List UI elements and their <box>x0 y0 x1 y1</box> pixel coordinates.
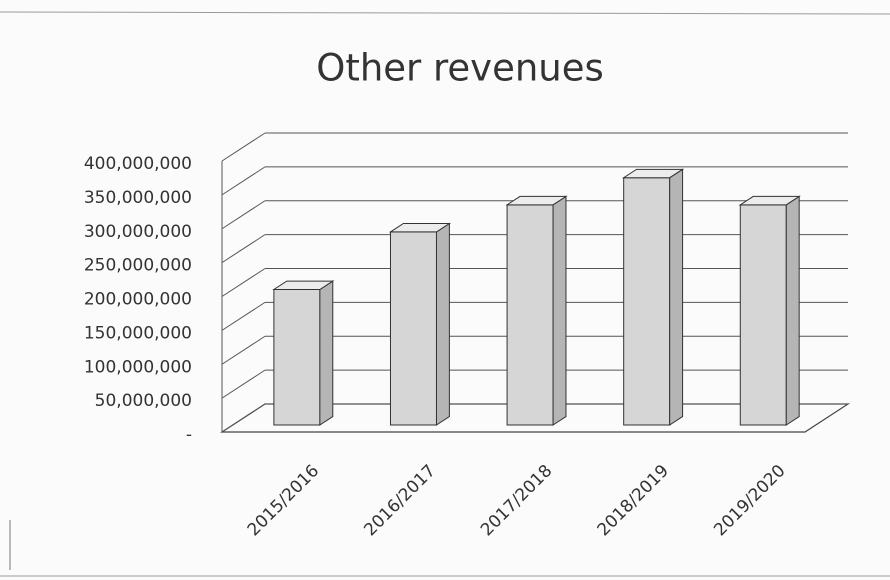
grid-line <box>221 166 848 196</box>
grid-line-side <box>221 335 266 365</box>
bar-side <box>435 222 450 426</box>
grid-line-side <box>221 369 266 399</box>
bar <box>272 280 335 426</box>
grid-line-side <box>221 403 266 433</box>
bar-front <box>506 204 554 426</box>
bar-top <box>388 223 452 233</box>
y-tick-label: 400,000,000 <box>84 154 192 174</box>
y-tick-label: 250,000,000 <box>84 256 192 276</box>
grid-line-side <box>221 132 266 162</box>
y-tick-label: 100,000,000 <box>84 357 192 377</box>
grid-line-side <box>221 234 266 264</box>
y-tick-label: 150,000,000 <box>84 323 192 343</box>
bar-side <box>669 168 684 426</box>
bar-side <box>552 195 567 426</box>
bar-front <box>389 231 437 426</box>
bar-front <box>623 177 671 426</box>
y-tick-label: 350,000,000 <box>84 188 192 208</box>
bar <box>505 195 568 426</box>
grid-line-side <box>221 166 266 196</box>
bar-top <box>505 195 568 206</box>
grid-line <box>221 132 848 162</box>
y-tick-label: 50,000,000 <box>95 391 192 411</box>
y-tick-label: 300,000,000 <box>84 222 192 242</box>
y-tick-label: - <box>186 425 192 445</box>
bar-front <box>739 204 787 426</box>
chart-title: Other revenues <box>316 47 604 90</box>
y-tick-label: 200,000,000 <box>84 290 192 310</box>
bar <box>738 195 801 426</box>
bar-side <box>319 280 334 426</box>
bar-side <box>785 195 800 426</box>
bar <box>621 168 685 426</box>
bar-top <box>738 195 801 206</box>
bar-top <box>621 168 685 179</box>
grid-line-side <box>221 301 266 331</box>
bar <box>388 222 452 426</box>
frame-top <box>0 11 890 15</box>
grid-line-side <box>221 268 266 297</box>
bar-front <box>273 289 321 426</box>
grid-line-side <box>221 200 266 230</box>
bar-top <box>272 280 335 290</box>
